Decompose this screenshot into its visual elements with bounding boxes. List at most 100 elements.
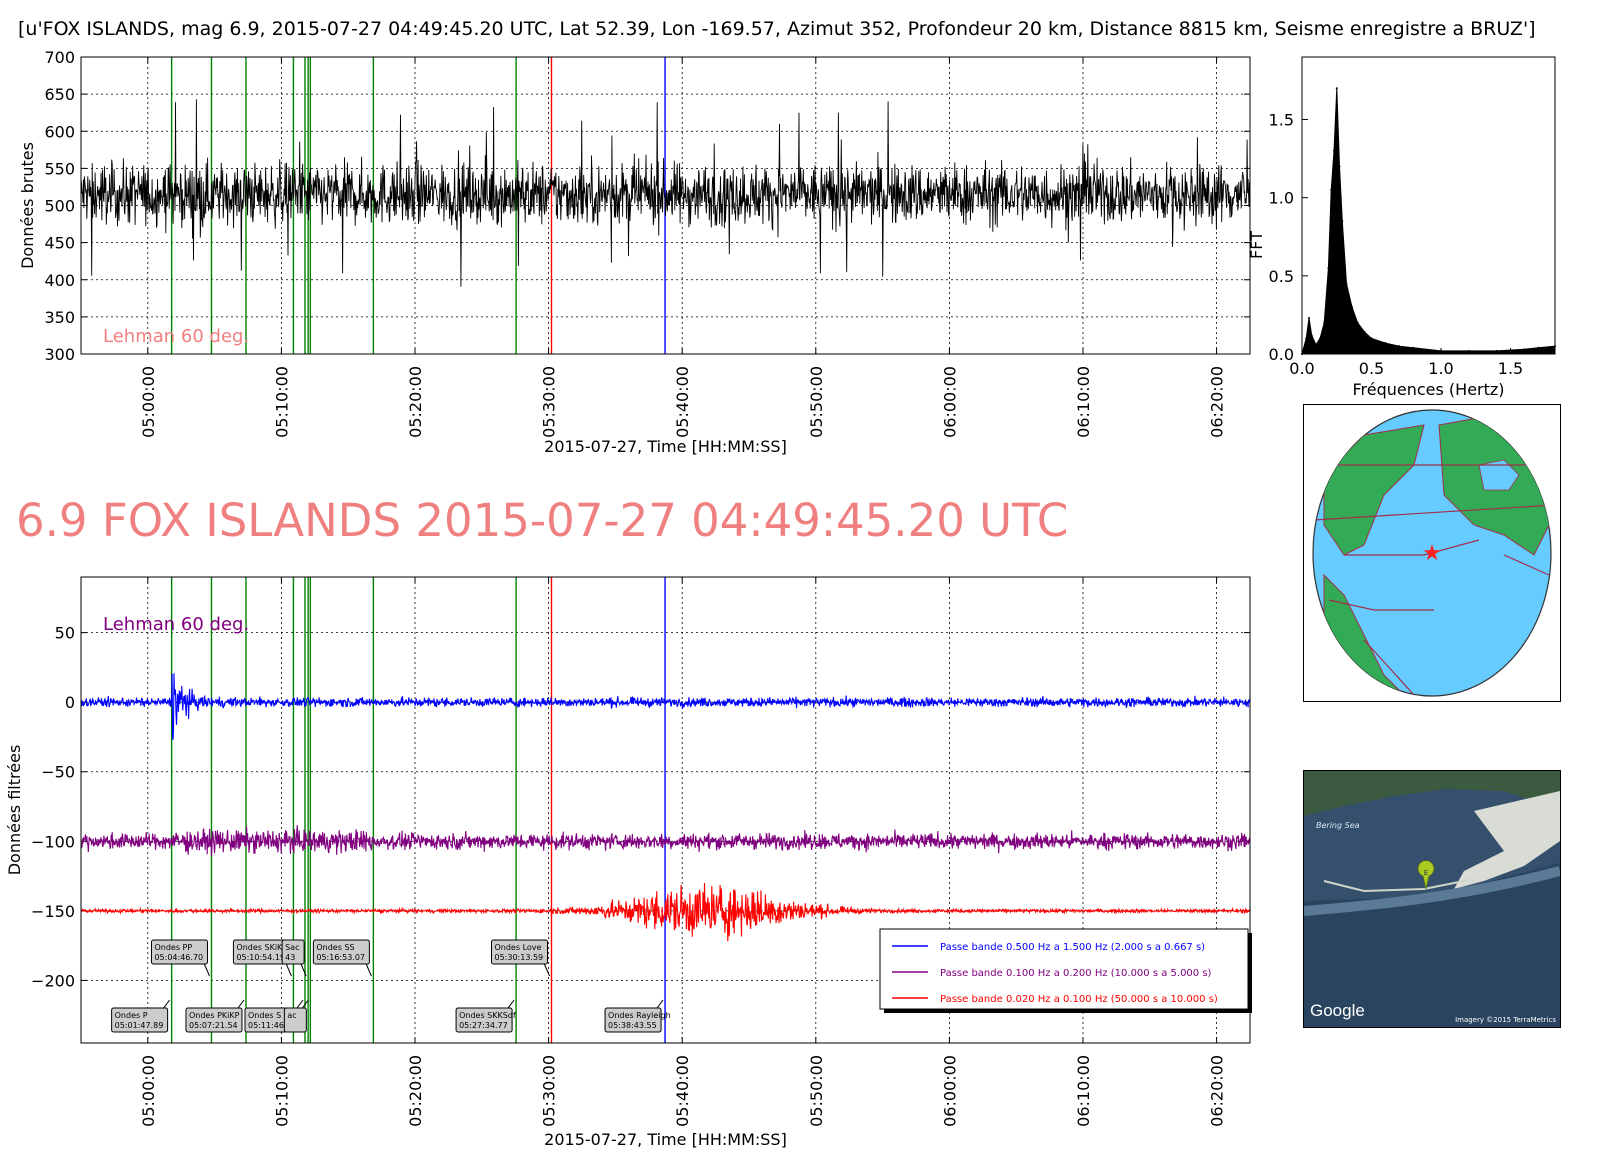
- satellite-map-image: E: [1304, 771, 1560, 1027]
- map-marker-label: E: [1424, 869, 1428, 877]
- phase-label-arrow-10: [656, 999, 664, 1009]
- phase-label-box-9: [490, 939, 548, 965]
- map-sea-label: Bering Sea: [1316, 821, 1360, 830]
- globe-image: ★: [1312, 409, 1552, 697]
- phase-label-time-5: 43: [285, 953, 295, 962]
- phase-label-box-2: [185, 1007, 243, 1033]
- fft-y-tick-label-3: 1.5: [1269, 111, 1294, 130]
- phase-label-arrow-2: [237, 999, 245, 1009]
- phase-label-6: ac: [283, 999, 309, 1033]
- fft-x-axis-label: Fréquences (Hertz): [1352, 380, 1504, 399]
- legend-label-2: Passe bande 0.020 Hz a 0.100 Hz (50.000 …: [940, 994, 1218, 1005]
- legend-label-1: Passe bande 0.100 Hz a 0.200 Hz (10.000 …: [940, 968, 1212, 979]
- y-tick-label-3: −50: [41, 763, 75, 782]
- fft-point-15: [1356, 321, 1359, 324]
- fft-point-19: [1398, 345, 1401, 348]
- phase-label-box-1: [150, 939, 208, 965]
- fft-x-tick-label-2: 1.0: [1428, 359, 1453, 378]
- fft-spectrum-chart: 0.0 0.5 1.0 1.5 0.0 0.5 1.0 1.5 Fréquences (Hert…: [1247, 56, 1556, 399]
- phase-label-name-10: Ondes Rayleigh: [608, 1011, 671, 1020]
- fft-point-22: [1467, 349, 1470, 352]
- phase-label-time-3: 05:10:54.19: [236, 953, 285, 962]
- fft-point-5: [1319, 337, 1322, 340]
- phase-label-time-4: 05:11:46.44: [248, 1021, 297, 1030]
- phase-label-arrow-0: [163, 999, 171, 1009]
- phase-label-box-7: [312, 939, 370, 965]
- chart-header: [u'FOX ISLANDS, mag 6.9, 2015-07-27 04:4…: [18, 18, 1536, 40]
- y-tick-label-1: 350: [44, 308, 75, 327]
- x-tick-label-5: 05:50:00: [807, 1055, 826, 1127]
- fft-point-25: [1537, 346, 1540, 349]
- y-tick-label-4: 0: [65, 693, 75, 712]
- phase-label-name-4: Ondes S: [248, 1011, 281, 1020]
- legend-label-0: Passe bande 0.500 Hz a 1.500 Hz (2.000 s…: [940, 942, 1205, 953]
- fft-point-24: [1523, 348, 1526, 351]
- fft-x-tick-label-1: 0.5: [1359, 359, 1384, 378]
- y-tick-label-2: 400: [44, 271, 75, 290]
- phase-label-box-5: [281, 939, 305, 965]
- phase-label-box-10: [604, 1007, 662, 1033]
- y-axis-label: Données brutes: [18, 142, 37, 269]
- fft-point-10: [1335, 87, 1338, 90]
- phase-label-name-5: Sac: [285, 943, 299, 952]
- x-tick-label-7: 06:10:00: [1074, 1055, 1093, 1127]
- event-title: 6.9 FOX ISLANDS 2015-07-27 04:49:45.20 U…: [16, 494, 1069, 547]
- raw-trace: [80, 99, 1251, 287]
- x-tick-label-3: 05:30:00: [540, 366, 559, 438]
- legend: Passe bande 0.500 Hz a 1.500 Hz (2.000 s…: [879, 928, 1252, 1013]
- fft-y-tick-label-0: 0.0: [1269, 345, 1294, 364]
- phase-label-name-1: Ondes PP: [154, 943, 192, 952]
- x-tick-label-1: 05:10:00: [272, 1055, 291, 1127]
- fft-point-13: [1345, 282, 1348, 285]
- fft-point-20: [1412, 346, 1415, 349]
- fft-point-4: [1314, 343, 1317, 346]
- fft-y-tick-label-1: 0.5: [1269, 267, 1294, 286]
- y-tick-label-1: −150: [31, 902, 75, 921]
- fft-point-8: [1330, 188, 1333, 191]
- fft-point-9: [1332, 149, 1335, 152]
- fft-point-16: [1363, 331, 1366, 334]
- fft-point-1: [1305, 337, 1308, 340]
- fft-y-axis-label: FFT: [1247, 231, 1266, 259]
- epicenter-star-icon: ★: [1422, 541, 1442, 566]
- x-tick-label-8: 06:20:00: [1208, 366, 1227, 438]
- lehman-annotation: Lehman 60 deg.: [103, 614, 249, 635]
- x-tick-label-0: 05:00:00: [139, 1055, 158, 1127]
- phase-label-box-0: [111, 1007, 169, 1033]
- fft-point-11: [1338, 165, 1341, 168]
- y-tick-label-0: −200: [31, 971, 75, 990]
- x-tick-label-4: 05:40:00: [673, 1055, 692, 1127]
- y-tick-label-8: 700: [44, 48, 75, 67]
- imagery-credit: Imagery ©2015 TerraMetrics: [1455, 1016, 1556, 1024]
- x-tick-label-6: 06:00:00: [940, 1055, 959, 1127]
- phase-label-time-8: 05:27:34.77: [459, 1021, 508, 1030]
- x-tick-label-4: 05:40:00: [673, 366, 692, 438]
- phase-label-name-9: Ondes Love: [494, 943, 541, 952]
- fft-point-2: [1307, 317, 1310, 320]
- phase-label-time-2: 05:07:21.54: [189, 1021, 238, 1030]
- filtered-trace-1: [80, 825, 1251, 857]
- fft-spectrum-area: [1301, 88, 1556, 355]
- filtered-seismogram-chart: 05:00:00 05:10:00 05:20:00 05:30:00 05:40:00…: [5, 576, 1252, 1149]
- phase-label-time-0: 05:01:47.89: [115, 1021, 164, 1030]
- fft-frame: [1301, 56, 1556, 355]
- fft-point-3: [1310, 334, 1313, 337]
- fft-y-tick-label-2: 1.0: [1269, 189, 1294, 208]
- lehman-annotation: Lehman 60 deg.: [103, 326, 249, 347]
- fft-point-17: [1370, 337, 1373, 340]
- y-axis-label: Données filtrées: [5, 745, 24, 876]
- x-tick-label-0: 05:00:00: [139, 366, 158, 438]
- phase-label-arrow-6: [301, 999, 309, 1009]
- plot-frame: [80, 56, 1251, 355]
- phase-label-box-8: [455, 1007, 513, 1033]
- fft-x-tick-label-3: 1.5: [1498, 359, 1523, 378]
- raw-seismogram-chart: 05:00:00 05:10:00 05:20:00 05:30:00 05:40:00…: [18, 48, 1251, 456]
- x-tick-label-2: 05:20:00: [406, 366, 425, 438]
